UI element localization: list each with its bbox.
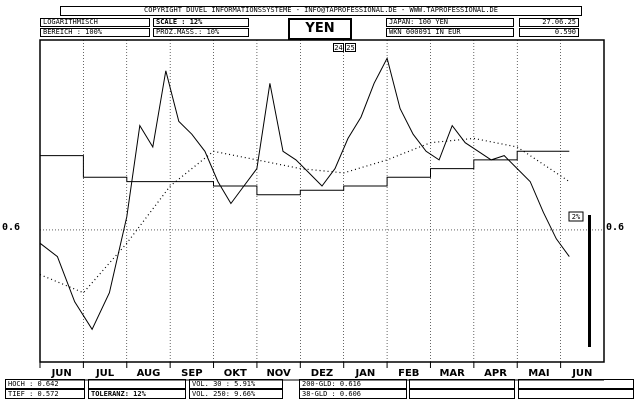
x-tick-label: OKT — [224, 368, 247, 379]
series-line-1 — [39, 137, 570, 294]
marker-label: 2% — [572, 213, 581, 221]
plot-frame — [39, 39, 605, 363]
x-tick-label: MAR — [439, 368, 465, 379]
x-tick-label: JAN — [354, 368, 375, 379]
hoch-value: HOCH : 0.642 — [5, 379, 85, 389]
japan-label: JAPAN: 100 YEN — [386, 18, 514, 27]
price-label: 0.590 — [519, 28, 579, 37]
x-tick-label: NOV — [266, 368, 291, 379]
date-label: 27.06.25 — [519, 18, 579, 27]
x-tick-label: FEB — [398, 368, 419, 379]
vol30-value: VOL. 30 : 5.91% — [189, 379, 283, 389]
x-tick-label: JUN — [571, 368, 592, 379]
series-line-0 — [39, 56, 570, 331]
y-tick-right: 0.6 — [606, 222, 625, 233]
x-tick-label: DEZ — [311, 368, 333, 379]
copyright-box: COPYRIGHT DUVEL INFORMATIONSSYSTEME - IN… — [60, 6, 582, 16]
toleranz-value: TOLERANZ: 12% — [88, 389, 186, 399]
badge-year-a: 24 — [333, 43, 344, 52]
marker-box — [568, 211, 584, 222]
chart-title: YEN — [288, 18, 352, 40]
scale-label: SCALE : 12% — [153, 18, 249, 27]
gld38-value: 38-GLD : 0.606 — [299, 389, 407, 399]
gld200-value: 200-GLD: 0.616 — [299, 379, 407, 389]
log-label: LOGARITHMISCH — [40, 18, 150, 27]
x-tick-label: SEP — [181, 368, 202, 379]
empty-box-3 — [409, 389, 515, 399]
x-tick-label: JUN — [51, 368, 72, 379]
x-tick-label: APR — [484, 368, 507, 379]
vol250-value: VOL. 250: 9.66% — [189, 389, 283, 399]
badge-year-b: 25 — [345, 43, 356, 52]
tief-value: TIEF : 0.572 — [5, 389, 85, 399]
empty-box-5 — [518, 389, 634, 399]
volatility-bar — [588, 215, 591, 347]
x-tick-label: JUL — [95, 368, 115, 379]
proz-label: PROZ.MASS.: 10% — [153, 28, 249, 37]
range-label: BEREICH : 100% — [40, 28, 150, 37]
series-line-2 — [40, 150, 570, 196]
empty-box-4 — [518, 379, 634, 389]
x-tick-label: AUG — [137, 368, 161, 379]
y-tick-left: 0.6 — [2, 222, 21, 233]
empty-box-2 — [409, 379, 515, 389]
wkn-label: WKN 000091 IN EUR — [386, 28, 514, 37]
x-tick-label: MAI — [528, 368, 549, 379]
empty-box-1 — [88, 379, 186, 389]
